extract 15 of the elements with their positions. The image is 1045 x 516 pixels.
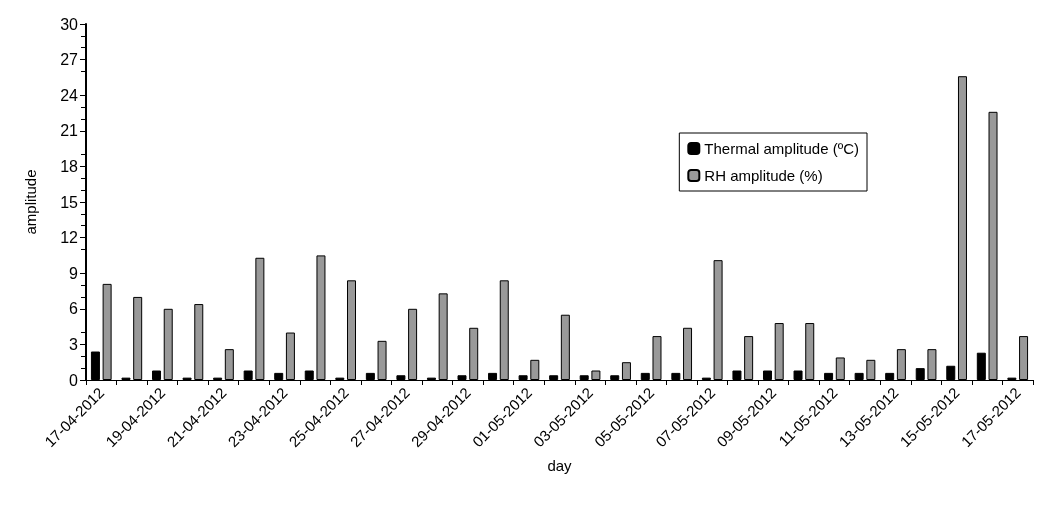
y-tick-label: 27	[60, 51, 79, 69]
y-tick-label: 6	[69, 300, 79, 318]
y-axis-title: amplitude	[22, 169, 39, 235]
y-tick-label: 18	[60, 157, 79, 175]
y-tick-label: 15	[60, 193, 79, 211]
legend-label: Thermal amplitude (ºC)	[704, 140, 859, 157]
y-tick-label: 24	[60, 86, 79, 104]
y-tick-label: 21	[60, 122, 79, 140]
y-tick-label: 30	[60, 15, 79, 33]
y-tick-label: 9	[69, 264, 79, 282]
x-axis-title: day	[547, 457, 573, 474]
y-tick-label: 3	[69, 335, 79, 353]
legend-label: RH amplitude (%)	[704, 167, 823, 184]
y-tick-label: 0	[69, 371, 79, 389]
y-tick-label: 12	[60, 229, 79, 247]
